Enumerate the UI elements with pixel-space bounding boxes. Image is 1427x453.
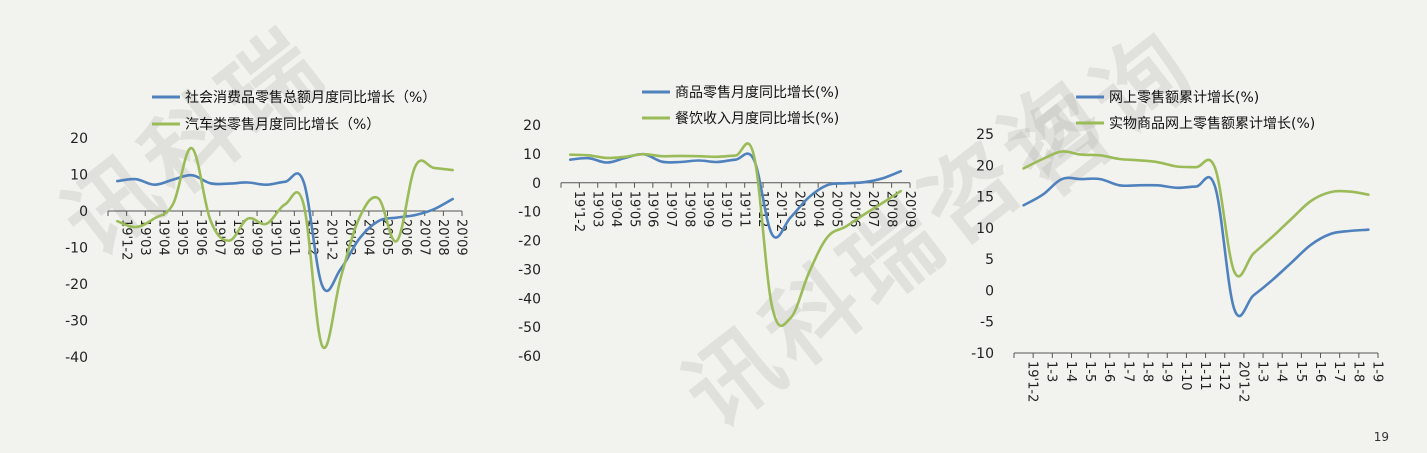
x-tick-label: 19'1-2 xyxy=(1025,361,1040,402)
x-tick-label: 1-5 xyxy=(1293,361,1308,382)
x-tick-label: 1-6 xyxy=(1101,361,1116,382)
legend-label: 商品零售月度同比增长(%) xyxy=(675,85,839,101)
y-tick-label: -20 xyxy=(65,277,88,293)
x-tick-label: 1-4 xyxy=(1274,361,1289,382)
x-tick-label: 1-7 xyxy=(1331,361,1346,382)
x-tick-label: 1-9 xyxy=(1159,361,1174,382)
x-tick-label: 19'03 xyxy=(137,219,152,256)
x-tick-label: 1-3 xyxy=(1044,361,1059,382)
x-tick-label: 19'04 xyxy=(156,219,171,256)
x-tick-label: 1-10 xyxy=(1178,361,1193,391)
y-tick-label: -50 xyxy=(518,320,541,336)
x-tick-label: 1-3 xyxy=(1254,361,1269,382)
page-number: 19 xyxy=(1373,430,1389,444)
y-tick-label: -10 xyxy=(518,205,541,221)
x-tick-label: 19'06 xyxy=(193,219,208,256)
y-tick-label: 20 xyxy=(70,131,88,147)
x-tick-label: 19'07 xyxy=(663,191,678,228)
y-tick-label: 15 xyxy=(976,190,994,206)
x-tick-label: 20'04 xyxy=(361,219,376,256)
x-tick-label: 19'03 xyxy=(590,191,605,228)
legend-label: 汽车类零售月度同比增长（%） xyxy=(185,116,380,133)
y-tick-label: -40 xyxy=(65,350,88,366)
y-tick-label: 0 xyxy=(79,204,88,220)
legend-label: 社会消费品零售总额月度同比增长（%） xyxy=(185,90,436,106)
chart-3: 25 20 15 10 5 0 -5 -10 19'1-2 1-3 1-4 1-5 1-6 1-7 1-8 1… xyxy=(971,90,1384,402)
series-line-2 xyxy=(1022,150,1370,278)
y-tick-label: -10 xyxy=(971,346,994,362)
y-tick-label: 25 xyxy=(976,127,994,143)
x-tick-label: 20'1-2 xyxy=(323,219,338,260)
y-tick-label: -30 xyxy=(65,314,88,330)
x-tick-label: 1-11 xyxy=(1197,361,1212,391)
x-tick-label: 20'08 xyxy=(435,219,450,256)
x-tick-label: 20'09 xyxy=(454,219,469,256)
x-tick-label: 19'1-2 xyxy=(118,219,133,260)
x-tick-label: 1-7 xyxy=(1120,361,1135,382)
y-tick-label: 10 xyxy=(523,147,541,163)
y-tick-label: -20 xyxy=(518,234,541,250)
y-tick-label: -10 xyxy=(65,241,88,257)
x-tick-label: 19'09 xyxy=(700,191,715,228)
x-tick-label: 1-4 xyxy=(1063,361,1078,382)
x-tick-label: 1-8 xyxy=(1350,361,1365,382)
x-tick-label: 19'08 xyxy=(681,191,696,228)
y-tick-label: 10 xyxy=(70,168,88,184)
x-tick-label: 20'1-2 xyxy=(1235,361,1250,402)
y-tick-label: 0 xyxy=(532,176,541,192)
x-tick-label: 19'11 xyxy=(737,191,752,228)
x-tick-label: 20'1-2 xyxy=(773,191,788,232)
y-tick-label: -5 xyxy=(980,315,994,331)
x-tick-label: 19'06 xyxy=(645,191,660,228)
x-tick-label: 19'10 xyxy=(718,191,733,228)
y-tick-label: 0 xyxy=(985,283,994,299)
x-tick-label: 19'11 xyxy=(286,219,301,256)
x-tick-label: 1-8 xyxy=(1140,361,1155,382)
x-tick-label: 1-6 xyxy=(1312,361,1327,382)
y-tick-label: -40 xyxy=(518,291,541,307)
y-tick-label: 10 xyxy=(976,221,994,237)
x-tick-label: 1-5 xyxy=(1082,361,1097,382)
x-tick-label: 20'05 xyxy=(379,219,394,256)
x-tick-label: 1-12 xyxy=(1216,361,1231,391)
y-tick-label: -30 xyxy=(518,262,541,278)
legend-label: 餐饮收入月度同比增长(%) xyxy=(675,111,839,127)
x-tick-label: 20'09 xyxy=(902,191,917,228)
legend-label: 实物商品网上零售额累计增长(%) xyxy=(1109,116,1315,132)
x-tick-label: 20'07 xyxy=(416,219,431,256)
chart-1: 20 10 0 -10 -20 -30 -40 19'1-2 19'03 19'04 19'05 19… xyxy=(65,90,469,366)
y-tick-label: -60 xyxy=(518,349,541,365)
series-line-2 xyxy=(116,146,454,350)
y-tick-label: 20 xyxy=(523,118,541,134)
y-tick-label: 5 xyxy=(985,252,994,268)
legend-label: 网上零售额累计增长(%) xyxy=(1109,90,1259,106)
x-tick-label: 19'05 xyxy=(626,191,641,228)
series-line-2 xyxy=(568,142,903,328)
x-tick-label: 19'09 xyxy=(249,219,264,256)
series-line-1 xyxy=(1022,175,1370,318)
x-tick-label: 20'05 xyxy=(828,191,843,228)
x-tick-label: 19'05 xyxy=(174,219,189,256)
x-tick-label: 20'04 xyxy=(810,191,825,228)
x-tick-label: 19'1-2 xyxy=(571,191,586,232)
y-tick-label: 20 xyxy=(976,158,994,174)
x-tick-label: 1-9 xyxy=(1369,361,1384,382)
x-tick-label: 19'10 xyxy=(267,219,282,256)
series-line-1 xyxy=(116,172,454,293)
x-tick-label: 19'04 xyxy=(608,191,623,228)
